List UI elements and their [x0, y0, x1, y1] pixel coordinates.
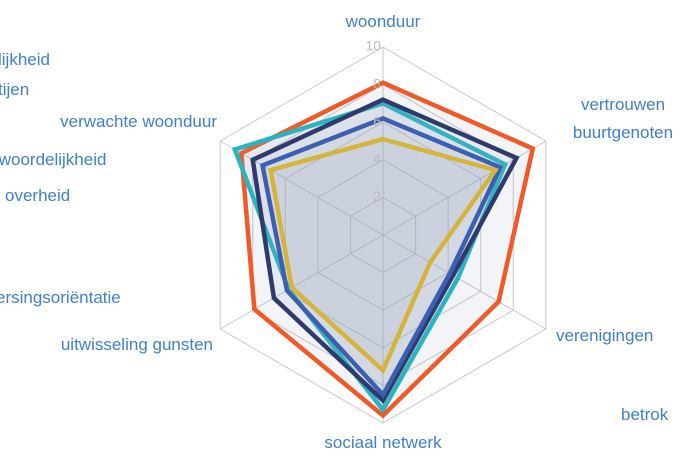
- r-tick-label: 4: [373, 151, 381, 167]
- annotation: tijen: [0, 80, 30, 99]
- series: [231, 100, 508, 414]
- spoke: [219, 234, 384, 330]
- r-tick-label: 8: [373, 75, 381, 91]
- series: [259, 116, 504, 399]
- annotation: ersingsoriëntatie: [0, 288, 121, 307]
- series-area: [268, 136, 500, 375]
- axis-label: uitwisseling gunsten: [60, 335, 213, 354]
- annotation: lijkheid: [0, 50, 50, 69]
- series-area: [238, 80, 536, 419]
- r-tick-label: 10: [365, 38, 381, 54]
- annotation: betrok: [621, 405, 669, 424]
- axis-label: verwachte woonduur: [60, 112, 217, 131]
- annotation: twoordelijkheid: [0, 150, 107, 169]
- axis-label: sociaal netwerk: [324, 433, 442, 452]
- series-area: [231, 100, 508, 414]
- axis-label: verenigingen: [556, 326, 654, 345]
- r-tick-label: 6: [373, 113, 381, 129]
- series-area: [259, 116, 504, 399]
- annotation: overheid: [5, 186, 71, 205]
- spoke: [382, 234, 547, 330]
- r-tick-label: 2: [373, 188, 381, 204]
- axis-label: woonduur: [345, 12, 421, 31]
- series: [238, 80, 536, 419]
- spoke: [219, 140, 384, 236]
- series: [268, 136, 500, 375]
- axis-label: vertrouwen buurtgenoten: [572, 95, 674, 142]
